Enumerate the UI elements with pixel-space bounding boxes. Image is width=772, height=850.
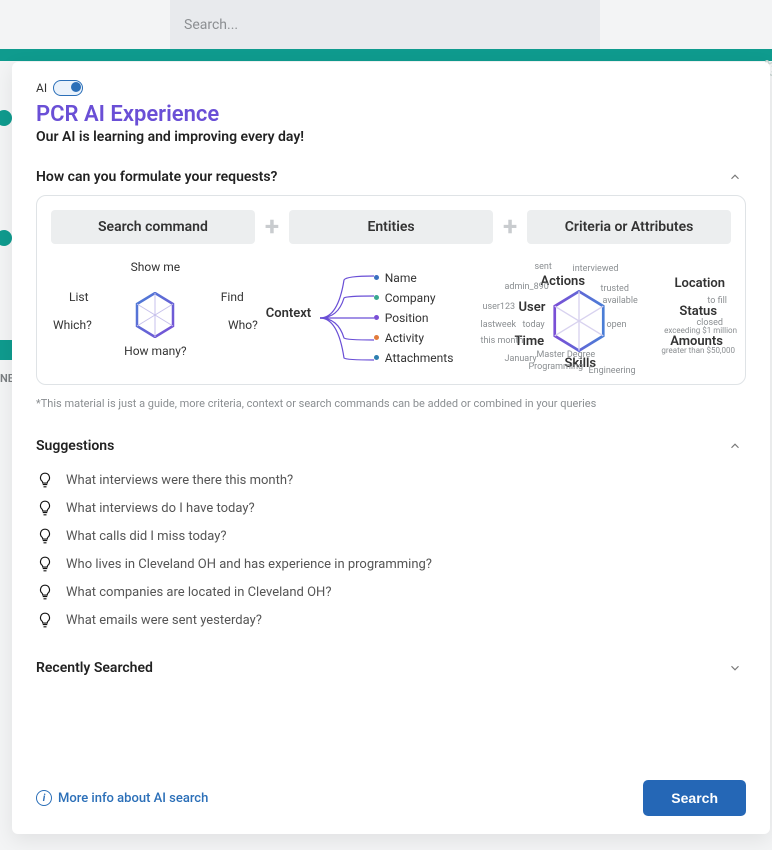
entities-diagram: Context Name Company Position Activity A… — [266, 260, 475, 370]
suggestion-item[interactable]: What interviews do I have today? — [36, 494, 746, 522]
search-command-diagram: Show me List Find Which? Who? How many? — [51, 260, 260, 370]
crit-small: lastweek — [481, 320, 517, 330]
ai-toggle-label: AI — [36, 81, 47, 95]
suggestion-text: What emails were sent yesterday? — [66, 613, 262, 628]
suggestion-item[interactable]: What emails were sent yesterday? — [36, 606, 746, 634]
sc-list: List — [69, 290, 89, 304]
app-sidebar-dot — [0, 230, 12, 246]
crit-small: today — [523, 320, 545, 330]
crit-small: available — [603, 296, 638, 306]
ai-toggle[interactable] — [53, 80, 83, 96]
crit-small: greater than $50,000 — [661, 346, 735, 355]
suggestion-text: What companies are located in Cleveland … — [66, 585, 331, 600]
recently-section-title: Recently Searched — [36, 660, 153, 676]
crit-small: Programming — [529, 362, 584, 372]
suggestions-section-title: Suggestions — [36, 438, 114, 454]
app-ribbon — [0, 49, 772, 61]
crit-small: exceeding $1 million — [664, 326, 737, 335]
search-button[interactable]: Search — [643, 780, 746, 816]
crit-small: user123 — [483, 302, 516, 312]
entity-attachments: Attachments — [385, 351, 454, 365]
hexagon-icon — [551, 290, 607, 352]
suggestion-item[interactable]: What interviews were there this month? — [36, 466, 746, 494]
modal-subtitle: Our AI is learning and improving every d… — [36, 129, 746, 145]
sc-how-many: How many? — [124, 344, 186, 358]
crit-small: Engineering — [589, 366, 636, 376]
pill-entities: Entities — [289, 210, 493, 244]
crit-status: Status — [679, 304, 717, 319]
entity-position: Position — [385, 311, 429, 325]
crit-small: this month — [481, 336, 524, 346]
chevron-up-icon — [728, 439, 742, 453]
crit-small: sent — [535, 262, 552, 272]
crit-small: to fill — [707, 296, 727, 306]
suggestion-item[interactable]: What companies are located in Cleveland … — [36, 578, 746, 606]
crit-small: admin_890 — [505, 282, 549, 292]
lightbulb-icon — [36, 611, 54, 629]
more-info-text: More info about AI search — [58, 791, 208, 806]
pill-criteria: Criteria or Attributes — [527, 210, 731, 244]
ai-search-modal: AI PCR AI Experience Our AI is learning … — [12, 62, 770, 834]
entities-lines — [318, 270, 378, 366]
suggestions-section-header[interactable]: Suggestions — [36, 438, 746, 454]
lightbulb-icon — [36, 499, 54, 517]
sc-find: Find — [221, 290, 244, 304]
entities-context-label: Context — [266, 306, 311, 321]
suggestions-list: What interviews were there this month? W… — [36, 466, 746, 634]
plus-icon: + — [261, 212, 283, 242]
lightbulb-icon — [36, 527, 54, 545]
guide-box: Search command + Entities + Criteria or … — [36, 195, 746, 385]
global-search-input[interactable]: Search... — [170, 0, 600, 50]
suggestion-item[interactable]: What calls did I miss today? — [36, 522, 746, 550]
crit-location: Location — [674, 276, 725, 291]
crit-small: interviewed — [573, 264, 619, 274]
suggestion-text: What calls did I miss today? — [66, 529, 227, 544]
app-sidebar-dot — [0, 110, 12, 126]
app-topbar: Search... — [0, 0, 772, 50]
crit-small: open — [607, 320, 627, 330]
crit-user: User — [519, 300, 546, 315]
suggestion-text: What interviews were there this month? — [66, 473, 293, 488]
sc-which: Which? — [53, 318, 92, 332]
recently-section-header[interactable]: Recently Searched — [36, 660, 746, 676]
suggestion-item[interactable]: Who lives in Cleveland OH and has experi… — [36, 550, 746, 578]
entity-company: Company — [385, 291, 436, 305]
guide-disclaimer: *This material is just a guide, more cri… — [36, 397, 746, 410]
chevron-up-icon — [728, 170, 742, 184]
criteria-diagram: Actions Location User Status Time Amount… — [481, 260, 732, 370]
entity-name: Name — [385, 271, 417, 285]
chevron-down-icon — [728, 661, 742, 675]
info-icon: i — [36, 790, 52, 806]
modal-title: PCR AI Experience — [36, 102, 746, 127]
guide-section-title: How can you formulate your requests? — [36, 169, 277, 185]
lightbulb-icon — [36, 555, 54, 573]
crit-small: trusted — [601, 284, 629, 294]
crit-small: Master Degree — [537, 350, 596, 360]
suggestion-text: Who lives in Cleveland OH and has experi… — [66, 557, 432, 572]
sc-show-me: Show me — [131, 260, 180, 274]
pill-search-command: Search command — [51, 210, 255, 244]
entity-activity: Activity — [385, 331, 424, 345]
sc-who: Who? — [228, 318, 258, 332]
lightbulb-icon — [36, 583, 54, 601]
plus-icon: + — [499, 212, 521, 242]
guide-section-header[interactable]: How can you formulate your requests? — [36, 169, 746, 185]
entities-list: Name Company Position Activity Attachmen… — [374, 268, 454, 368]
more-info-link[interactable]: i More info about AI search — [36, 790, 208, 806]
suggestion-text: What interviews do I have today? — [66, 501, 255, 516]
lightbulb-icon — [36, 471, 54, 489]
hexagon-icon — [135, 292, 175, 338]
